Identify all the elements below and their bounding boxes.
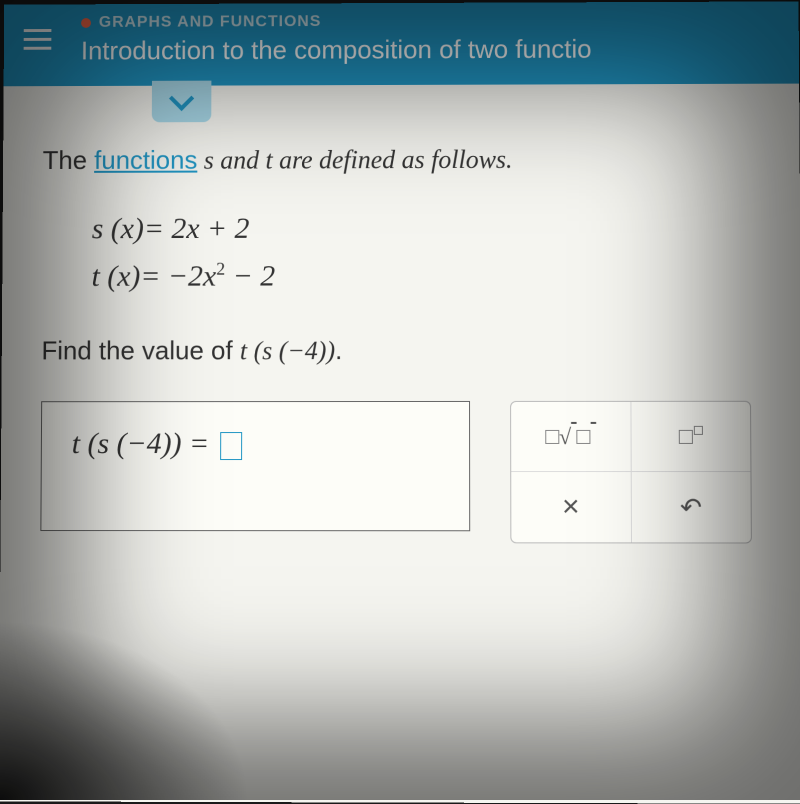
equations-block: s (x)= 2x + 2 t (x)= −2x2 − 2 <box>91 204 760 301</box>
answer-lhs: t (s (−4)) <box>72 427 182 460</box>
chevron-down-icon <box>169 86 194 111</box>
undo-icon: ↶ <box>680 492 702 523</box>
tool-row-2: × ↶ <box>511 472 751 542</box>
answer-expression: t (s (−4)) = <box>72 427 243 460</box>
app-screen: GRAPHS AND FUNCTIONS Introduction to the… <box>0 1 800 803</box>
intro-pre: The <box>43 145 95 175</box>
clear-tool[interactable]: × <box>511 472 631 542</box>
answer-box: t (s (−4)) = <box>40 401 470 531</box>
dropdown-tab[interactable] <box>152 81 212 123</box>
header-text: GRAPHS AND FUNCTIONS Introduction to the… <box>81 11 779 66</box>
eq1-rhs: = 2x + 2 <box>144 212 250 245</box>
status-dot-icon <box>81 18 91 28</box>
problem-content: The functions s and t are defined as fol… <box>0 84 800 574</box>
category-text: GRAPHS AND FUNCTIONS <box>99 13 322 31</box>
page-title: Introduction to the composition of two f… <box>81 33 779 66</box>
answer-input[interactable] <box>221 432 243 460</box>
prompt-post: . <box>335 335 342 365</box>
tool-panel: √ × ↶ <box>510 401 752 544</box>
undo-tool[interactable]: ↶ <box>631 472 751 542</box>
header-bar: GRAPHS AND FUNCTIONS Introduction to the… <box>4 1 799 86</box>
functions-link[interactable]: functions <box>94 145 197 175</box>
equation-t: t (x)= −2x2 − 2 <box>91 252 760 301</box>
eq2-lhs: t (x) <box>91 260 140 293</box>
tool-row-1: √ <box>511 402 750 472</box>
sqrt-icon: √ <box>545 423 596 449</box>
eq1-lhs: s (x) <box>92 212 144 245</box>
prompt-math: t (s (−4)) <box>240 336 335 365</box>
equation-s: s (x)= 2x + 2 <box>92 204 760 253</box>
eq2-rhs-post: − 2 <box>225 260 275 293</box>
answer-eq: = <box>181 427 216 460</box>
eq2-rhs-pre: = −2x <box>140 260 216 293</box>
exponent-tool[interactable] <box>631 402 751 472</box>
intro-post: s and t are defined as follows. <box>197 145 512 175</box>
exponent-icon <box>678 423 702 449</box>
category-label: GRAPHS AND FUNCTIONS <box>81 11 779 31</box>
menu-icon[interactable] <box>24 29 52 50</box>
prompt-text: Find the value of t (s (−4)). <box>41 335 760 367</box>
intro-text: The functions s and t are defined as fol… <box>43 143 760 176</box>
prompt-pre: Find the value of <box>41 335 239 365</box>
close-icon: × <box>562 490 580 524</box>
sqrt-tool[interactable]: √ <box>511 402 631 472</box>
answer-row: t (s (−4)) = √ × ↶ <box>40 401 762 544</box>
